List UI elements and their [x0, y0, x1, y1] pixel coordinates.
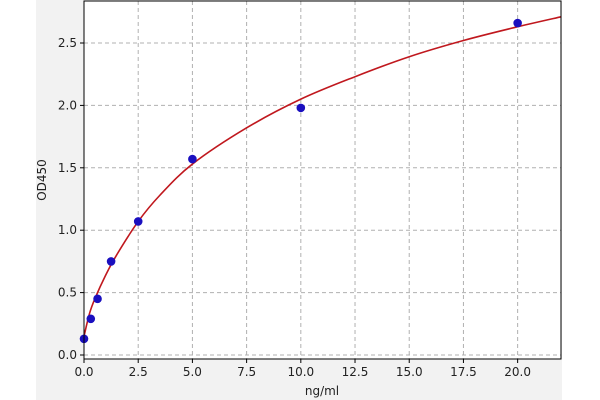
- x-tick-label: 20.0: [504, 365, 531, 379]
- data-point: [106, 257, 116, 266]
- x-axis-label: ng/ml: [305, 384, 339, 398]
- y-tick-label: 2.0: [58, 98, 77, 112]
- x-tick-label: 7.5: [237, 365, 256, 379]
- data-point: [93, 294, 102, 304]
- y-tick-label: 2.5: [58, 36, 77, 50]
- data-point: [296, 103, 306, 113]
- x-tick-label: 0.0: [74, 365, 93, 379]
- x-tick-label: 5.0: [183, 365, 202, 379]
- data-point: [188, 154, 197, 164]
- data-point: [513, 18, 522, 28]
- y-tick-label: 0.0: [58, 348, 77, 362]
- plot-frame: [83, 0, 562, 360]
- y-tick-label: 0.5: [58, 286, 77, 300]
- grid: [83, 1, 561, 359]
- x-tick-label: 2.5: [129, 365, 148, 379]
- y-tick-label: 1.0: [58, 223, 77, 237]
- data-point: [133, 217, 143, 226]
- x-axis-ticks: 0.0 2.5 5.0 7.5 10.0 12.5 15.0 17.5 20.0: [74, 359, 531, 379]
- x-tick-label: 10.0: [287, 365, 314, 379]
- data-points: [79, 18, 522, 344]
- plot-area: [84, 1, 561, 359]
- x-tick-label: 17.5: [450, 365, 477, 379]
- x-tick-label: 12.5: [342, 365, 369, 379]
- y-axis-ticks: 0.0 0.5 1.0 1.5 2.0 2.5: [58, 36, 84, 362]
- x-tick-label: 15.0: [396, 365, 423, 379]
- fit-curve: [83, 16, 562, 337]
- data-point: [86, 314, 96, 324]
- y-tick-label: 1.5: [58, 161, 77, 175]
- y-axis-label: OD450: [35, 159, 49, 201]
